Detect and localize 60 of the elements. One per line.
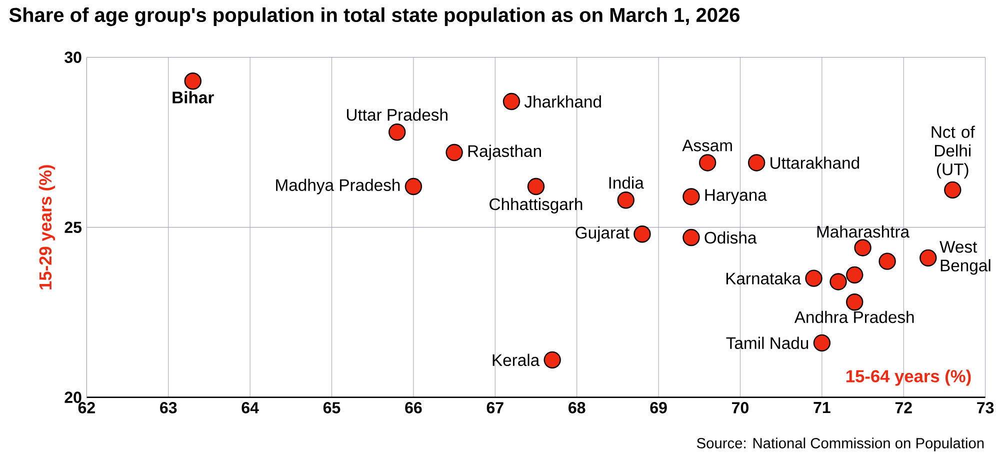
annotation: Madhya Pradesh (276, 178, 400, 194)
point (502, 92, 520, 110)
annotation: Gujarat (576, 226, 630, 242)
annotation: Bihar (172, 91, 214, 104)
point (878, 252, 896, 270)
x-tick-label: 64 (242, 402, 259, 414)
x-tick-label: 62 (78, 402, 95, 414)
y-axis-title: 15-29 years (%) (38, 165, 56, 290)
x-tick-label: 72 (895, 402, 912, 414)
point (404, 178, 422, 196)
x-axis-title: 15-64 years (%) (846, 370, 971, 386)
annotation: Jharkhand (524, 95, 601, 108)
x-tick-label: 65 (323, 402, 340, 414)
point (634, 226, 651, 243)
x-tick-label: 70 (732, 402, 748, 414)
point (846, 266, 864, 284)
annotation: West Bengal (940, 241, 990, 275)
x-tick-label: 68 (568, 402, 586, 414)
annotation: Rajasthan (468, 144, 541, 160)
y-tick-label: 30 (64, 52, 82, 64)
point (617, 192, 634, 209)
point (698, 154, 716, 172)
annotation: Assam (682, 140, 732, 152)
point (830, 273, 847, 290)
x-tick-label: 67 (486, 402, 504, 414)
point (748, 154, 766, 172)
annotation: Chhattisgarh (490, 198, 582, 214)
annotation: Kerala (492, 354, 540, 366)
point (544, 351, 561, 369)
y-tick-label: 20 (64, 392, 82, 403)
x-tick-label: 63 (160, 402, 177, 414)
annotation: Uttar Pradesh (346, 108, 448, 121)
point (920, 249, 937, 267)
y-tick-label: 25 (64, 222, 82, 233)
point (184, 72, 202, 90)
annotation: Nct of Delhi (UT) (932, 126, 975, 179)
point (527, 178, 545, 196)
point (388, 124, 406, 141)
point (854, 239, 872, 256)
annotation: Uttarakhand (770, 156, 859, 169)
point (805, 270, 822, 287)
annotation: Odisha (704, 231, 757, 244)
point (682, 228, 700, 246)
point (682, 188, 700, 206)
x-tick-label: 69 (650, 402, 667, 414)
source-note: Source: National Commission on Population (696, 438, 984, 452)
x-tick-label: 71 (814, 402, 830, 414)
annotation: Andhra Pradesh (794, 310, 914, 324)
chart-title: Share of age group's population in total state population as on March 1, 2026 (9, 7, 740, 26)
annotation: India (609, 176, 644, 189)
point (446, 144, 463, 162)
x-tick-label: 66 (405, 402, 422, 414)
annotation: Karnataka (726, 272, 802, 284)
point (944, 181, 962, 199)
x-tick-label: 73 (977, 402, 994, 414)
point (813, 334, 831, 352)
annotation: Tamil Nadu (726, 336, 808, 350)
point (846, 294, 864, 311)
annotation: Maharashtra (817, 225, 910, 238)
annotation: Haryana (705, 189, 767, 204)
